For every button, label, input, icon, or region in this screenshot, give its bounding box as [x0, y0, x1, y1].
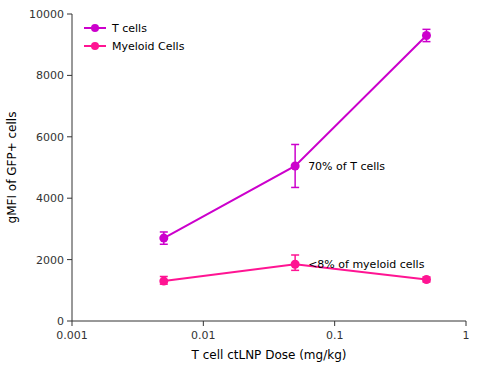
- error-bar: [422, 29, 430, 41]
- legend-swatch: [84, 24, 106, 32]
- error-bar: [291, 144, 299, 187]
- y-axis-line: [72, 14, 73, 321]
- error-bar: [160, 232, 168, 244]
- x-tick-label: 0.1: [326, 329, 344, 342]
- data-point: [422, 275, 431, 284]
- x-tick: [466, 321, 467, 326]
- x-tick-label: 1: [463, 329, 470, 342]
- x-tick-label: 0.001: [56, 329, 88, 342]
- y-tick: [67, 14, 72, 15]
- x-axis-line: [72, 321, 466, 322]
- legend-swatch: [84, 42, 106, 50]
- data-point: [159, 277, 168, 286]
- y-tick-label: 6000: [36, 131, 64, 144]
- series-line: [164, 35, 427, 238]
- y-tick-label: 2000: [36, 254, 64, 267]
- legend: T cells Myeloid Cells: [84, 22, 185, 53]
- y-tick: [67, 75, 72, 76]
- y-tick-label: 10000: [29, 8, 64, 21]
- background: [0, 0, 488, 369]
- y-tick-label: 0: [57, 315, 64, 328]
- chart: 0.001 0.01 0.1 1 0 2000 4000 6000 8000 10000 T cel…: [0, 0, 488, 369]
- y-tick: [67, 321, 72, 322]
- y-tick: [67, 259, 72, 260]
- plot-area: [159, 29, 431, 285]
- y-tick-label: 4000: [36, 192, 64, 205]
- y-tick: [67, 198, 72, 199]
- data-point: [291, 260, 300, 269]
- legend-label: T cells: [111, 22, 147, 35]
- y-axis-label: gMFI of GFP+ cells: [5, 112, 19, 224]
- annotation: 70% of T cells: [308, 160, 385, 173]
- x-tick-label: 0.01: [191, 329, 216, 342]
- y-tick: [67, 136, 72, 137]
- y-tick-label: 8000: [36, 69, 64, 82]
- error-bar: [291, 255, 299, 270]
- data-point: [159, 234, 168, 243]
- x-tick: [203, 321, 204, 326]
- x-tick: [72, 321, 73, 326]
- data-point: [291, 161, 300, 170]
- x-tick: [334, 321, 335, 326]
- annotation: <8% of myeloid cells: [308, 258, 425, 271]
- x-axis-label: T cell ctLNP Dose (mg/kg): [191, 348, 347, 362]
- data-point: [422, 31, 431, 40]
- legend-label: Myeloid Cells: [112, 40, 185, 53]
